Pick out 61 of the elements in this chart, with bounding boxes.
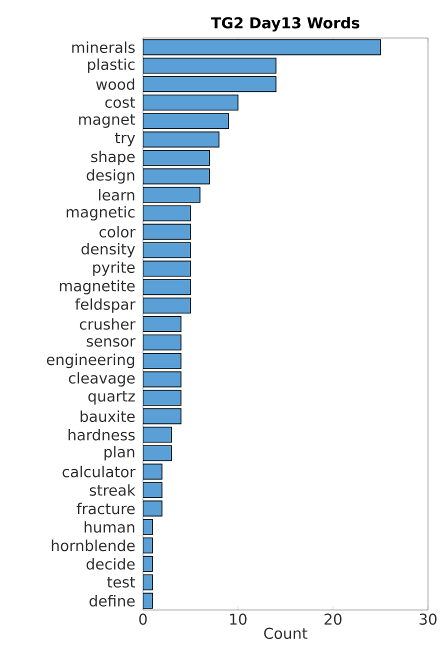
bar xyxy=(143,352,182,369)
y-tick-label: plastic xyxy=(88,58,135,73)
bar xyxy=(143,390,182,406)
y-tick-label: test xyxy=(107,576,136,588)
bar xyxy=(143,150,210,166)
y-tick-label: streak xyxy=(90,484,136,496)
bar xyxy=(143,186,200,203)
y-tick-label: fracture xyxy=(76,502,135,514)
bar xyxy=(143,316,182,332)
y-tick-label: minerals xyxy=(72,41,135,54)
y-tick-label: hornblende xyxy=(52,540,135,552)
bar xyxy=(143,279,191,296)
y-tick-label: decide xyxy=(86,558,135,570)
x-tick-label: 30 xyxy=(420,614,437,625)
y-tick-label: sensor xyxy=(86,338,136,347)
y-tick-label: human xyxy=(84,521,134,533)
bar xyxy=(143,334,182,350)
x-axis-title: Count xyxy=(264,628,308,639)
y-tick-label: crusher xyxy=(80,318,136,330)
y-tick-label: wood xyxy=(96,78,134,90)
bar xyxy=(143,94,238,111)
y-tick-label: pyrite xyxy=(93,261,135,276)
y-tick-label: engineering xyxy=(46,354,134,368)
y-tick-label: color xyxy=(100,226,136,238)
y-tick-label: quartz xyxy=(88,391,135,405)
y-tick-label: density xyxy=(82,242,136,258)
bar xyxy=(143,298,191,314)
y-tick-label: magnetic xyxy=(66,206,135,221)
y-tick-label: try xyxy=(115,132,136,146)
y-tick-label: calculator xyxy=(62,466,136,478)
y-tick-label: design xyxy=(86,169,134,184)
y-tick-label: cleavage xyxy=(68,372,135,387)
y-tick-label: magnetite xyxy=(60,280,135,294)
x-tick-label: 20 xyxy=(324,614,342,625)
y-tick-label: shape xyxy=(91,150,135,166)
y-tick-label: feldspar xyxy=(75,298,136,313)
bar xyxy=(143,113,229,129)
y-tick-label: hardness xyxy=(68,428,135,440)
bar xyxy=(143,445,172,462)
y-tick-label: plan xyxy=(104,446,134,460)
x-tick-label: 0 xyxy=(139,614,147,625)
bar xyxy=(143,40,380,55)
bar xyxy=(143,426,172,443)
bar xyxy=(143,58,276,74)
y-tick-label: magnet xyxy=(79,114,136,128)
bar xyxy=(143,76,276,92)
bar xyxy=(143,205,191,222)
y-tick-label: define xyxy=(90,595,135,607)
y-tick-label: bauxite xyxy=(80,410,135,422)
x-tick-label: 10 xyxy=(230,614,247,625)
bar xyxy=(143,224,191,240)
bar xyxy=(143,408,182,424)
bar xyxy=(143,132,220,148)
bar xyxy=(143,242,191,258)
chart-title: TG2 Day13 Words xyxy=(211,16,360,32)
bar xyxy=(143,260,191,277)
bar xyxy=(143,168,210,184)
bar xyxy=(143,464,162,480)
bar xyxy=(143,371,182,388)
y-tick-label: cost xyxy=(105,97,136,108)
y-tick-label: learn xyxy=(99,189,134,201)
